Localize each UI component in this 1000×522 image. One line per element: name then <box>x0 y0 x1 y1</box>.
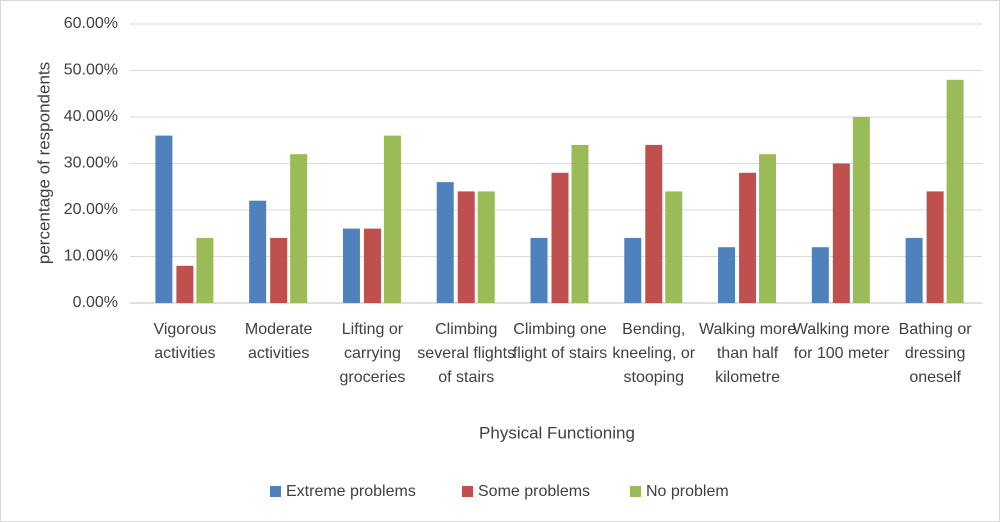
x-tick-label: Walking more than half kilometre <box>698 321 797 386</box>
bar <box>270 237 288 303</box>
x-tick-label: Lifting or carrying groceries <box>339 321 406 386</box>
bar <box>457 191 475 303</box>
bar <box>249 200 267 303</box>
y-tick-label: 30.00% <box>64 155 118 172</box>
x-tick-label: Bending, kneeling, or stooping <box>612 321 696 386</box>
bar <box>739 172 757 303</box>
legend-label: Extreme problems <box>286 483 416 500</box>
x-tick-label: Moderate activities <box>244 321 313 362</box>
bar <box>196 237 214 303</box>
y-tick-label: 10.00% <box>64 248 118 265</box>
legend-label: Some problems <box>478 483 590 500</box>
legend-swatch <box>270 486 281 497</box>
bar <box>176 265 194 303</box>
legend-swatch <box>630 486 641 497</box>
bar <box>363 228 381 303</box>
bar <box>946 79 964 303</box>
y-tick-label: 20.00% <box>64 201 118 218</box>
x-tick-label: Climbing one flight of stairs <box>512 321 608 362</box>
bar <box>645 144 663 303</box>
bar <box>436 182 454 303</box>
legend-label: No problem <box>646 483 729 500</box>
y-tick-label: 50.00% <box>64 62 118 79</box>
x-tick-label: Vigorous activities <box>153 321 217 362</box>
bar <box>718 247 736 303</box>
bar <box>811 247 829 303</box>
bar <box>290 154 308 303</box>
y-tick-label: 0.00% <box>73 294 118 311</box>
bar <box>759 154 777 303</box>
y-axis-title: percentage of respondents <box>34 62 53 264</box>
bar <box>926 191 944 303</box>
x-tick-label: Climbing several flights of stairs <box>417 321 516 386</box>
bar <box>530 237 548 303</box>
bar <box>624 237 642 303</box>
bar <box>852 117 870 303</box>
bar <box>571 144 589 303</box>
y-tick-label: 60.00% <box>64 15 118 32</box>
legend-swatch <box>462 486 473 497</box>
bar <box>477 191 495 303</box>
bar <box>665 191 683 303</box>
bar <box>832 163 850 303</box>
bar <box>905 237 923 303</box>
y-tick-label: 40.00% <box>64 108 118 125</box>
bar <box>342 228 360 303</box>
x-tick-label: Bathing or dressing oneself <box>898 321 972 386</box>
x-tick-label: Walking more for 100 meter <box>792 321 890 362</box>
bar <box>551 172 569 303</box>
bar <box>155 135 173 303</box>
bar <box>383 135 401 303</box>
x-axis-title: Physical Functioning <box>479 423 635 442</box>
